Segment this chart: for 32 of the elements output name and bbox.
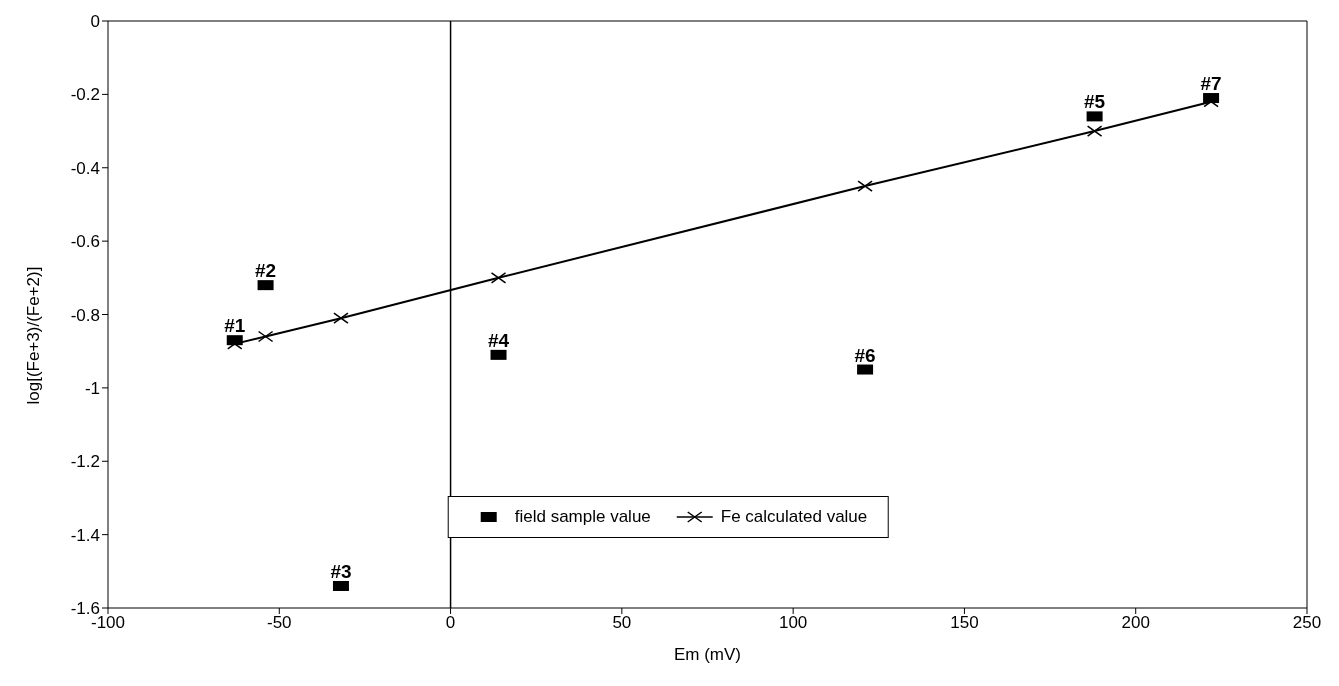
y-tick-label: -0.6 <box>70 232 100 252</box>
x-tick-label: 0 <box>445 613 456 633</box>
legend-label: Fe calculated value <box>720 507 868 527</box>
legend-label: field sample value <box>514 507 651 527</box>
y-tick-label: 0 <box>90 12 100 32</box>
y-tick-label: -0.4 <box>70 158 100 178</box>
point <box>333 312 349 324</box>
y-tick-label: -0.8 <box>70 305 100 325</box>
y-tick-label: -0.2 <box>70 85 100 105</box>
annotation: #7 <box>1200 73 1222 95</box>
annotation: #5 <box>1084 91 1106 113</box>
x-tick-label: 50 <box>612 613 632 633</box>
annotation: #3 <box>330 560 352 582</box>
point <box>1086 125 1103 137</box>
annotation: #2 <box>255 260 277 282</box>
annotation: #1 <box>224 315 246 337</box>
annotation: #6 <box>854 344 876 366</box>
y-axis-title: log[(Fe+3)/(Fe+2)] <box>24 266 44 405</box>
point <box>257 330 274 343</box>
x-tick-label: 250 <box>1292 613 1322 633</box>
annotation: #4 <box>487 329 510 351</box>
point <box>490 272 507 284</box>
y-tick-label: -1 <box>84 378 100 398</box>
y-tick-label: -1.2 <box>70 452 100 472</box>
x-axis-title: Em (mV) <box>673 645 742 664</box>
x-tick-label: 200 <box>1121 613 1150 633</box>
x-tick-label: -100 <box>90 613 126 633</box>
x-tick-label: 150 <box>950 613 979 633</box>
x-tick-label: -50 <box>267 613 292 633</box>
x-tick-label: 100 <box>778 613 808 633</box>
point <box>857 180 873 192</box>
y-tick-label: -1.4 <box>70 525 100 545</box>
